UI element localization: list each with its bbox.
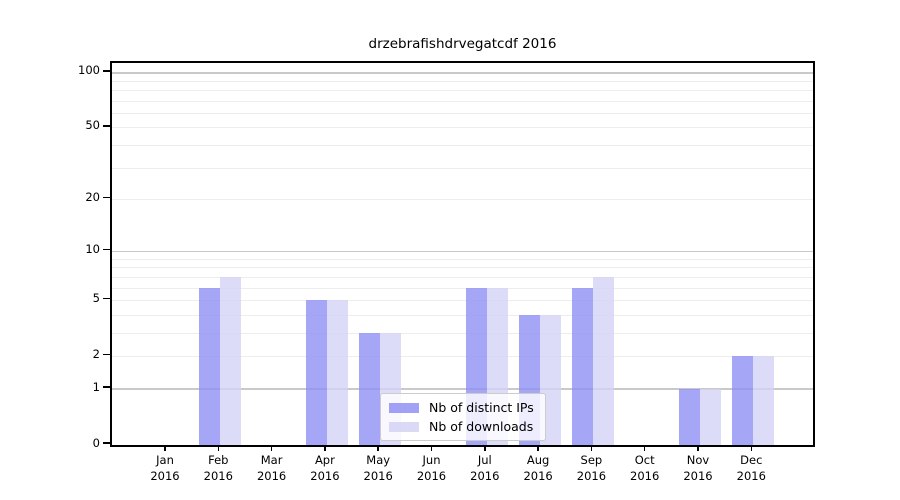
y-tick-label: 10	[85, 242, 100, 257]
y-gridline-minor	[112, 167, 813, 169]
x-tick	[430, 445, 433, 451]
y-tick-label: 1	[92, 379, 100, 394]
x-tick	[377, 445, 379, 451]
y-gridline-minor	[112, 267, 813, 269]
x-tick-label: Aug 2016	[523, 453, 553, 483]
y-tick-label: 50	[85, 118, 100, 133]
legend: Nb of distinct IPs Nb of downloads	[380, 393, 546, 441]
y-gridline-major	[112, 250, 813, 253]
x-tick	[697, 445, 699, 451]
y-tick	[103, 196, 110, 199]
x-tick-label: Apr 2016	[310, 453, 340, 483]
x-tick	[643, 445, 646, 451]
y-gridline-minor	[112, 332, 813, 334]
bar-downloads	[220, 277, 242, 445]
x-tick	[164, 445, 166, 451]
x-tick-label: Mar 2016	[256, 453, 287, 483]
bar-distinct-ips	[305, 300, 327, 445]
legend-label-distinct-ips: Nb of distinct IPs	[429, 400, 534, 415]
y-tick-label: 100	[78, 63, 100, 78]
y-tick-label: 5	[92, 290, 100, 305]
y-gridline-minor	[112, 100, 813, 102]
y-tick-label: 0	[92, 435, 100, 450]
y-tick	[103, 442, 110, 444]
bar-downloads	[753, 356, 775, 445]
y-gridline-minor	[112, 112, 813, 114]
y-gridline-minor	[112, 198, 813, 200]
bar-distinct-ips	[199, 288, 221, 445]
y-gridline-minor	[112, 258, 813, 260]
legend-label-downloads: Nb of downloads	[429, 419, 534, 434]
y-tick	[103, 69, 110, 72]
x-tick-label: Oct 2016	[630, 453, 660, 483]
y-gridline-major	[112, 72, 813, 74]
x-tick-label: Jun 2016	[416, 453, 447, 483]
chart-title: drzebrafishdrvegatcdf 2016	[368, 36, 557, 52]
gridlines-layer	[112, 63, 813, 445]
legend-entry-downloads: Nb of downloads	[389, 419, 534, 434]
y-tick	[103, 297, 110, 300]
bar-downloads	[700, 389, 721, 445]
y-gridline-minor	[112, 127, 813, 129]
x-tick-label: Sep 2016	[576, 453, 607, 483]
legend-swatch-downloads	[389, 421, 419, 432]
y-tick	[103, 386, 110, 388]
y-gridline-minor	[112, 276, 813, 278]
plot-area: Nb of distinct IPs Nb of downloads	[110, 61, 815, 447]
bar-distinct-ips	[359, 333, 381, 445]
x-tick-label: Dec 2016	[736, 453, 766, 483]
y-gridline-major	[112, 388, 813, 390]
x-tick-label: Jan 2016	[150, 453, 180, 483]
x-tick	[590, 445, 593, 451]
y-tick-label: 20	[85, 189, 100, 204]
x-tick-label: Feb 2016	[203, 453, 233, 483]
x-tick	[484, 445, 486, 451]
y-tick-label: 2	[92, 346, 100, 361]
bar-distinct-ips	[732, 356, 754, 445]
x-tick	[270, 445, 273, 451]
y-gridline-minor	[112, 80, 813, 82]
x-tick-label: Jul 2016	[470, 453, 500, 483]
y-gridline-minor	[112, 299, 813, 301]
y-gridline-minor	[112, 90, 813, 92]
y-tick	[103, 125, 110, 127]
y-gridline-minor	[112, 144, 813, 146]
x-tick-label: May 2016	[363, 453, 393, 483]
x-tick	[324, 445, 326, 451]
x-tick	[537, 445, 539, 451]
bars-layer	[112, 63, 813, 445]
bar-downloads	[326, 300, 348, 445]
y-gridline-minor	[112, 355, 813, 357]
bar-downloads	[593, 277, 615, 445]
bar-distinct-ips	[572, 288, 594, 445]
legend-swatch-distinct-ips	[389, 402, 419, 413]
x-tick	[217, 445, 220, 451]
bar-distinct-ips	[679, 389, 700, 445]
y-tick	[103, 353, 110, 356]
legend-entry-distinct-ips: Nb of distinct IPs	[389, 400, 534, 415]
y-gridline-minor	[112, 314, 813, 316]
y-gridline-minor	[112, 287, 813, 289]
x-tick	[750, 445, 753, 451]
y-tick	[103, 248, 110, 251]
x-tick-label: Nov 2016	[683, 453, 713, 483]
